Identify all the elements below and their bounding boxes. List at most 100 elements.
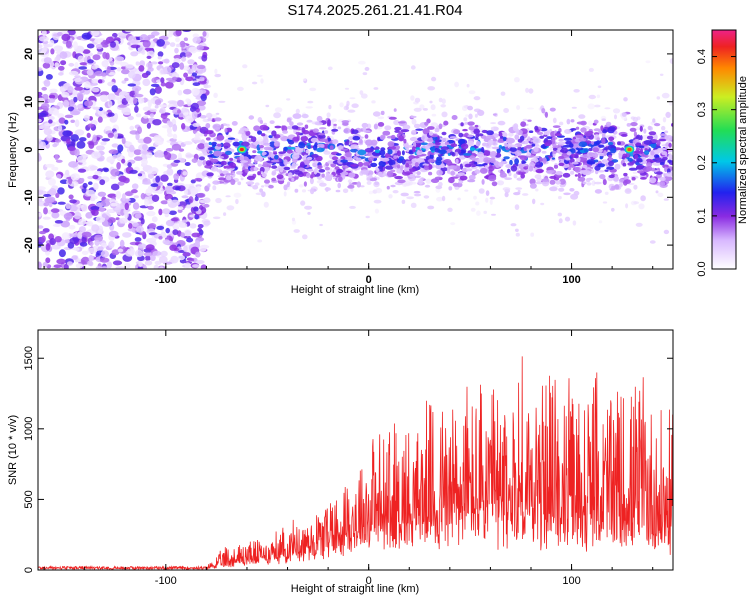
heatmap-cell (338, 176, 343, 182)
heatmap-cell (152, 250, 162, 256)
heatmap-cell (649, 177, 657, 184)
heatmap-cell (291, 177, 295, 182)
heatmap-cell (165, 227, 170, 234)
heatmap-cell (204, 164, 213, 169)
heatmap-cell (404, 171, 413, 175)
heatmap-cell (89, 38, 96, 42)
heatmap-cell (143, 252, 153, 257)
heatmap-cell (508, 172, 512, 177)
heatmap-cell (232, 141, 240, 147)
heatmap-cell (56, 174, 62, 179)
heatmap-cell (634, 150, 641, 154)
heatmap-cell (417, 157, 425, 162)
heatmap-cell (477, 151, 484, 158)
heatmap-cell (62, 130, 72, 137)
heatmap-cell (350, 144, 359, 149)
heatmap-cell (464, 189, 469, 192)
heatmap-cell (474, 113, 478, 118)
heatmap-cell (150, 61, 158, 65)
heatmap-cell (667, 159, 672, 163)
heatmap-cell (380, 147, 386, 152)
heatmap-cell (577, 172, 581, 178)
heatmap-cell (170, 217, 179, 222)
heatmap-cell (196, 45, 204, 51)
heatmap-cell (440, 146, 450, 151)
heatmap-cell (515, 232, 520, 237)
heatmap-cell (545, 170, 555, 174)
heatmap-cell (117, 32, 127, 37)
heatmap-cell (76, 155, 87, 163)
heatmap-cell (97, 191, 107, 197)
heatmap-cell (134, 249, 144, 258)
heatmap-cell (563, 137, 573, 141)
heatmap-cell (146, 122, 151, 129)
heatmap-cell (94, 38, 103, 44)
heatmap-cell (147, 67, 154, 72)
heatmap-cell (147, 172, 155, 179)
heatmap-cell (63, 99, 70, 108)
bottom-x-tick-label: 100 (562, 575, 580, 587)
heatmap-cell (328, 104, 332, 110)
heatmap-cell (106, 261, 113, 269)
heatmap-cell (199, 205, 204, 210)
heatmap-cell (196, 64, 206, 70)
heatmap-cell (602, 179, 607, 186)
heatmap-cell (191, 64, 199, 72)
heatmap-cell (245, 130, 251, 136)
heatmap-cell (479, 156, 484, 163)
heatmap-cell (477, 133, 484, 137)
heatmap-cell (58, 117, 66, 124)
heatmap-cell (162, 208, 171, 215)
heatmap-cell (560, 147, 569, 154)
heatmap-cell (87, 260, 93, 266)
heatmap-cell (327, 66, 333, 71)
heatmap-cell (68, 70, 79, 76)
heatmap-cell (287, 172, 293, 179)
heatmap-cell (346, 157, 354, 162)
heatmap-cell (553, 164, 559, 169)
heatmap-cell (612, 108, 621, 114)
heatmap-cell (195, 260, 205, 264)
heatmap-cell (74, 247, 80, 251)
colorbar (711, 29, 737, 270)
heatmap-cell (463, 117, 468, 122)
heatmap-cell (438, 97, 443, 103)
heatmap-cell (555, 180, 561, 185)
heatmap-cell (257, 171, 261, 176)
heatmap-cell (87, 59, 94, 64)
heatmap-cell (373, 87, 379, 90)
heatmap-cell (636, 159, 643, 162)
heatmap-cell (435, 159, 442, 166)
heatmap-cell (625, 203, 629, 209)
heatmap-cell (263, 122, 268, 126)
bottom-y-axis-label: SNR (10 * v/v) (7, 415, 19, 485)
heatmap-cell (66, 138, 71, 145)
heatmap-cell (351, 103, 359, 108)
heatmap-cell (555, 171, 563, 176)
heatmap-cell (486, 130, 494, 136)
heatmap-cell (653, 133, 658, 141)
heatmap-cell (329, 168, 333, 174)
heatmap-cell (69, 233, 79, 238)
heatmap-cell (94, 170, 103, 176)
heatmap-cell (466, 83, 470, 88)
heatmap-cell (266, 130, 273, 133)
heatmap-cell (142, 106, 152, 112)
heatmap-cell (390, 184, 396, 188)
heatmap-cell (572, 220, 577, 226)
heatmap-cell (111, 85, 118, 93)
heatmap-cell (252, 150, 257, 154)
heatmap-cell (214, 117, 222, 122)
heatmap-cell (332, 139, 339, 144)
heatmap-cell (60, 60, 67, 66)
heatmap-cell (168, 30, 173, 35)
heatmap-cell (441, 195, 446, 202)
heatmap-cell (467, 105, 473, 111)
heatmap-cell (150, 83, 160, 87)
heatmap-cell (342, 188, 349, 194)
heatmap-cell (316, 147, 325, 153)
heatmap-cell (423, 165, 429, 171)
heatmap-cell (661, 151, 668, 156)
heatmap-cell (174, 47, 179, 54)
heatmap-cell (45, 257, 51, 264)
